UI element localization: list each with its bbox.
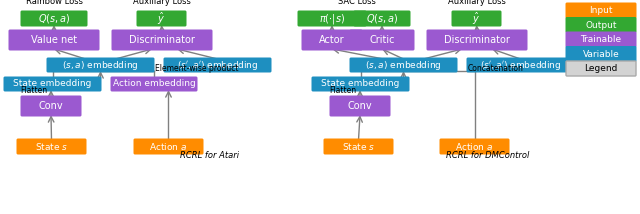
Text: Output: Output [585, 21, 617, 30]
FancyBboxPatch shape [566, 17, 637, 33]
Text: Auxiliary Loss: Auxiliary Loss [448, 0, 506, 6]
Text: $\hat{y}$: $\hat{y}$ [472, 10, 481, 27]
FancyBboxPatch shape [566, 3, 637, 18]
FancyBboxPatch shape [323, 138, 394, 155]
FancyBboxPatch shape [111, 30, 212, 51]
Text: Flatten: Flatten [20, 86, 47, 95]
FancyBboxPatch shape [451, 10, 502, 27]
Text: $\pi(\cdot|s)$: $\pi(\cdot|s)$ [319, 12, 345, 25]
Text: State $s$: State $s$ [342, 141, 375, 152]
Text: $Q(s,a)$: $Q(s,a)$ [366, 12, 398, 25]
Text: $\hat{y}$: $\hat{y}$ [157, 10, 166, 27]
Text: Concatenation: Concatenation [468, 64, 524, 73]
FancyBboxPatch shape [349, 30, 415, 51]
Text: Flatten: Flatten [329, 86, 356, 95]
Text: Discriminator: Discriminator [129, 35, 195, 45]
FancyBboxPatch shape [330, 95, 390, 116]
FancyBboxPatch shape [20, 95, 81, 116]
FancyBboxPatch shape [440, 138, 509, 155]
FancyBboxPatch shape [134, 138, 204, 155]
FancyBboxPatch shape [312, 76, 410, 92]
Text: Value net: Value net [31, 35, 77, 45]
FancyBboxPatch shape [298, 10, 367, 27]
Text: $(s',a')$ embedding: $(s',a')$ embedding [177, 58, 259, 71]
FancyBboxPatch shape [20, 10, 88, 27]
FancyBboxPatch shape [467, 58, 575, 73]
Text: State $s$: State $s$ [35, 141, 68, 152]
Text: Variable: Variable [582, 49, 620, 58]
Text: RCRL for DMControl: RCRL for DMControl [446, 151, 530, 160]
FancyBboxPatch shape [163, 58, 271, 73]
Text: State embedding: State embedding [13, 79, 92, 89]
Text: Conv: Conv [348, 101, 372, 111]
FancyBboxPatch shape [566, 31, 637, 48]
FancyBboxPatch shape [566, 46, 637, 62]
Text: $(s,a)$ embedding: $(s,a)$ embedding [62, 58, 139, 71]
FancyBboxPatch shape [426, 30, 527, 51]
FancyBboxPatch shape [3, 76, 102, 92]
FancyBboxPatch shape [301, 30, 362, 51]
Text: Input: Input [589, 6, 612, 15]
FancyBboxPatch shape [47, 58, 154, 73]
Text: Trainable: Trainable [580, 35, 621, 44]
Text: Rainbow Loss: Rainbow Loss [26, 0, 83, 6]
FancyBboxPatch shape [17, 138, 86, 155]
FancyBboxPatch shape [566, 61, 636, 76]
Text: Action $a$: Action $a$ [456, 141, 493, 152]
Text: Conv: Conv [38, 101, 63, 111]
Text: Discriminator: Discriminator [444, 35, 510, 45]
FancyBboxPatch shape [136, 10, 186, 27]
Text: $(s,a)$ embedding: $(s,a)$ embedding [365, 58, 442, 71]
FancyBboxPatch shape [8, 30, 99, 51]
Text: Actor: Actor [319, 35, 345, 45]
Text: SAC Loss: SAC Loss [338, 0, 376, 6]
Text: $(s',a')$ embedding: $(s',a')$ embedding [480, 58, 561, 71]
Text: $Q(s,a)$: $Q(s,a)$ [38, 12, 70, 25]
Text: RCRL for Atari: RCRL for Atari [180, 151, 239, 160]
FancyBboxPatch shape [349, 58, 458, 73]
Text: Auxiliary Loss: Auxiliary Loss [133, 0, 191, 6]
Text: Element-wise product: Element-wise product [155, 64, 239, 73]
Text: State embedding: State embedding [321, 79, 400, 89]
Text: Action embedding: Action embedding [113, 79, 195, 89]
Text: Legend: Legend [584, 64, 618, 73]
FancyBboxPatch shape [353, 10, 410, 27]
Text: Action $a$: Action $a$ [149, 141, 188, 152]
FancyBboxPatch shape [111, 76, 198, 92]
Text: Critic: Critic [369, 35, 395, 45]
